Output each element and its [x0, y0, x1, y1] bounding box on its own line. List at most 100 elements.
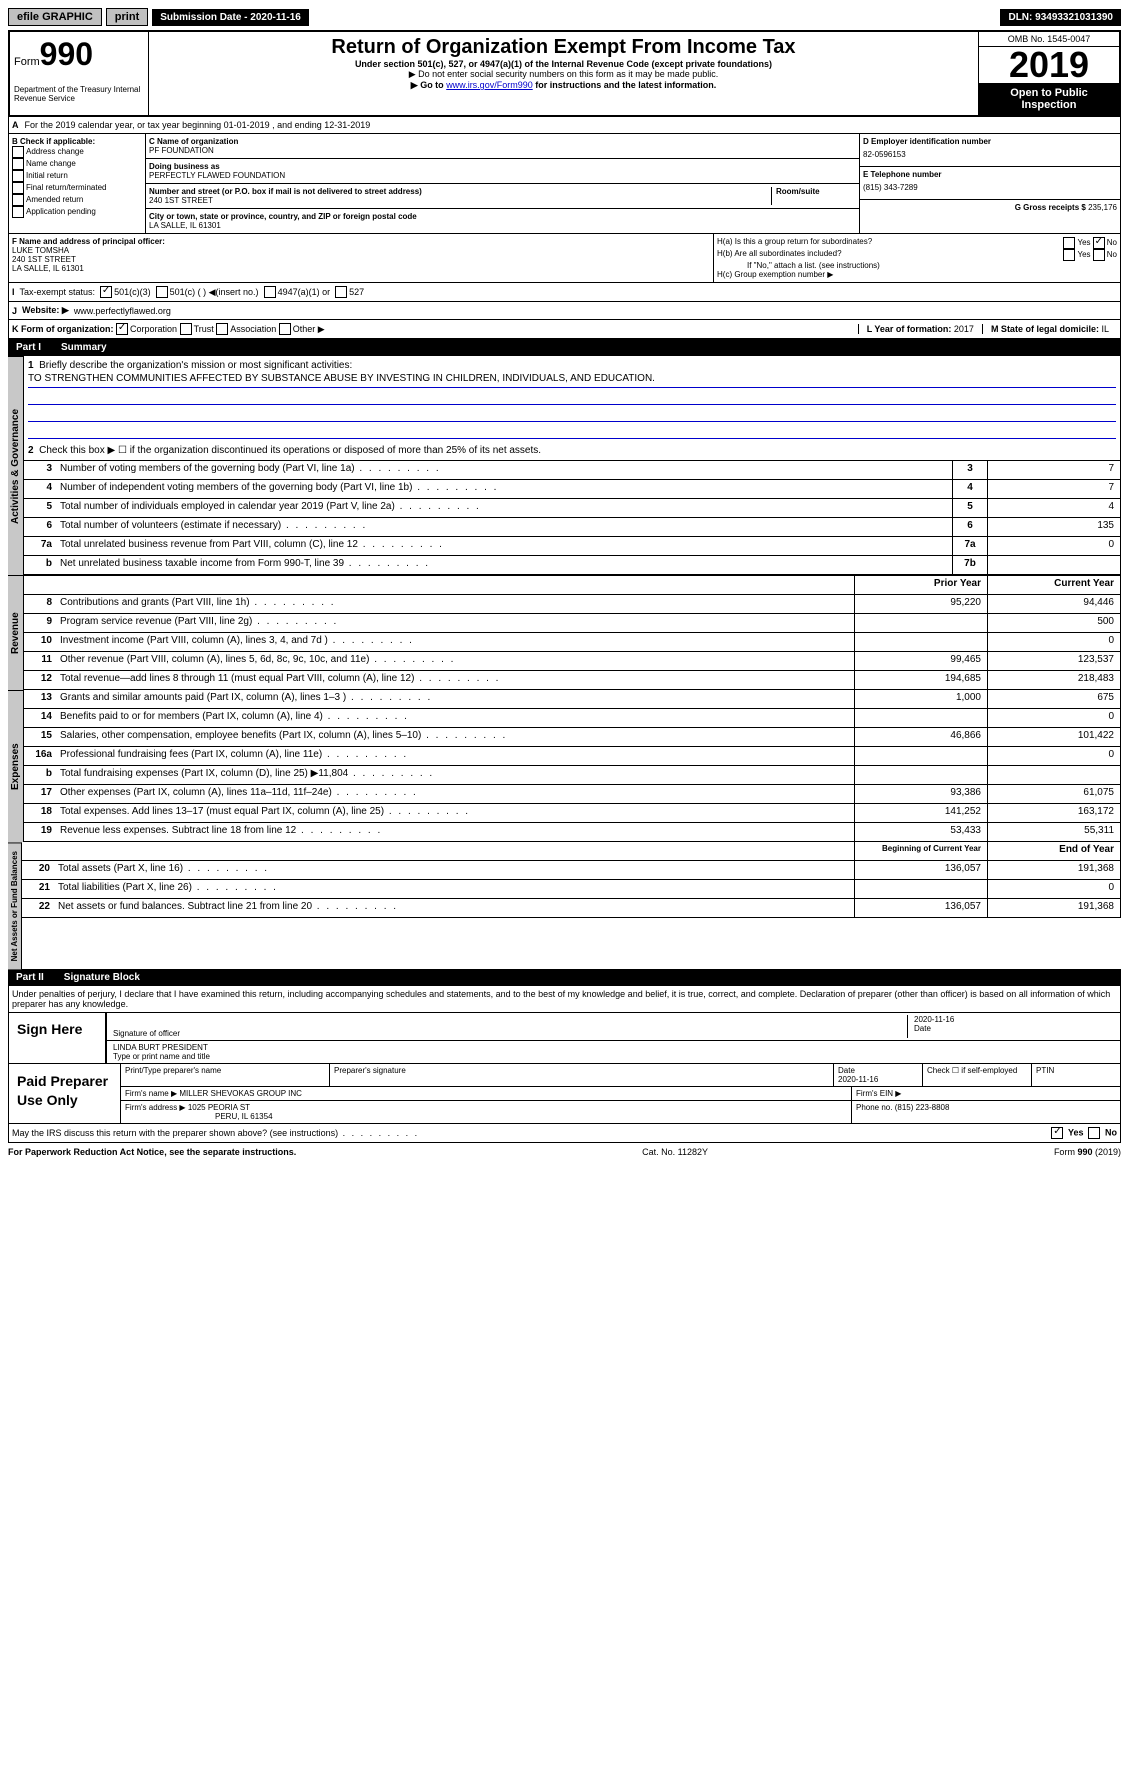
net-label: Net Assets or Fund Balances: [8, 842, 22, 969]
opt-501c: 501(c) ( ) ◀(insert no.): [170, 287, 259, 298]
pending-checkbox[interactable]: [12, 206, 24, 218]
current-year-header: Current Year: [987, 576, 1120, 594]
ein-value: 82-0596153: [863, 146, 1117, 163]
firm-addr-label: Firm's address ▶: [125, 1103, 186, 1112]
org-name: PF FOUNDATION: [149, 146, 856, 155]
ha-no[interactable]: [1093, 237, 1105, 249]
notice-2-post: for instructions and the latest informat…: [533, 80, 717, 90]
header-block: B Check if applicable: Address change Na…: [8, 134, 1121, 234]
print-name-label: Type or print name and title: [113, 1052, 210, 1061]
opt-addr: Address change: [26, 147, 84, 156]
part2-title: Signature Block: [64, 972, 140, 983]
firm-addr2: PERU, IL 61354: [125, 1112, 273, 1121]
phone-value: (815) 343-7289: [863, 179, 1117, 196]
opt-trust: Trust: [194, 324, 214, 334]
tax-year: 2019: [979, 47, 1119, 83]
discuss-yes[interactable]: [1051, 1127, 1063, 1139]
hb-yes[interactable]: [1063, 249, 1075, 261]
summary-table: Activities & Governance 1 Briefly descri…: [8, 356, 1121, 575]
formation-year: 2017: [954, 324, 974, 334]
sign-date-label: Date: [914, 1024, 1114, 1033]
officer-name: LUKE TOMSHA: [12, 246, 710, 255]
section-b: B Check if applicable: Address change Na…: [9, 134, 146, 233]
officer-addr2: LA SALLE, IL 61301: [12, 264, 710, 273]
dba-name: PERFECTLY FLAWED FOUNDATION: [149, 171, 856, 180]
officer-addr1: 240 1ST STREET: [12, 255, 710, 264]
tax-exempt-label: Tax-exempt status:: [20, 287, 96, 297]
form-subtitle: Under section 501(c), 527, or 4947(a)(1)…: [153, 59, 974, 69]
section-c: C Name of organization PF FOUNDATION Doi…: [146, 134, 860, 233]
opt-other: Other ▶: [293, 324, 325, 335]
part2-label: Part II: [16, 972, 44, 983]
addr-change-checkbox[interactable]: [12, 146, 24, 158]
dln: DLN: 93493321031390: [1000, 9, 1121, 26]
trust-checkbox[interactable]: [180, 323, 192, 335]
irs-link[interactable]: www.irs.gov/Form990: [446, 80, 533, 90]
print-button[interactable]: print: [106, 8, 148, 26]
efile-button[interactable]: efile GRAPHIC: [8, 8, 102, 26]
website-url: www.perfectlyflawed.org: [74, 306, 171, 316]
submission-date: Submission Date - 2020-11-16: [152, 9, 309, 26]
tax-exempt-row: I Tax-exempt status: 501(c)(3) 501(c) ( …: [8, 283, 1121, 302]
gov-label: Activities & Governance: [8, 356, 24, 575]
l-label: L Year of formation:: [867, 324, 952, 334]
officer-block: F Name and address of principal officer:…: [8, 234, 1121, 283]
domicile-state: IL: [1101, 324, 1109, 334]
form-org-row: K Form of organization: Corporation Trus…: [8, 320, 1121, 339]
city-label: City or town, state or province, country…: [149, 212, 856, 221]
opt-corp: Corporation: [130, 324, 177, 334]
mission-text: TO STRENGTHEN COMMUNITIES AFFECTED BY SU…: [28, 373, 1116, 388]
ha-yes[interactable]: [1063, 237, 1075, 249]
opt-final: Final return/terminated: [26, 183, 106, 192]
501c3-checkbox[interactable]: [100, 286, 112, 298]
section-d: D Employer identification number 82-0596…: [860, 134, 1120, 233]
dba-label: Doing business as: [149, 162, 856, 171]
501c-checkbox[interactable]: [156, 286, 168, 298]
notice-2: ▶ Go to www.irs.gov/Form990 for instruct…: [153, 80, 974, 91]
hb-note: If "No," attach a list. (see instruction…: [717, 261, 1117, 270]
initial-checkbox[interactable]: [12, 170, 24, 182]
open-public-badge: Open to Public Inspection: [979, 83, 1119, 115]
assoc-checkbox[interactable]: [216, 323, 228, 335]
notice-2-pre: ▶ Go to: [411, 80, 446, 90]
4947-checkbox[interactable]: [264, 286, 276, 298]
ha-label: H(a) Is this a group return for subordin…: [717, 237, 872, 249]
preparer-label: Paid Preparer Use Only: [9, 1064, 120, 1123]
m-label: M State of legal domicile:: [991, 324, 1099, 334]
hb-label: H(b) Are all subordinates included?: [717, 249, 842, 261]
website-label: Website: ▶: [22, 305, 69, 316]
section-b-label: B Check if applicable:: [12, 137, 142, 146]
final-checkbox[interactable]: [12, 182, 24, 194]
ein-label: D Employer identification number: [863, 137, 1117, 146]
other-checkbox[interactable]: [279, 323, 291, 335]
form-header: Form990 Department of the Treasury Inter…: [8, 30, 1121, 117]
prep-sig-label: Preparer's signature: [330, 1064, 834, 1086]
form-ref: Form 990 (2019): [1054, 1147, 1121, 1157]
527-checkbox[interactable]: [335, 286, 347, 298]
sign-section: Sign Here Signature of officer 2020-11-1…: [8, 1013, 1121, 1064]
opt-amended: Amended return: [26, 195, 83, 204]
org-name-label: C Name of organization: [149, 137, 856, 146]
discuss-no[interactable]: [1088, 1127, 1100, 1139]
cat-number: Cat. No. 11282Y: [642, 1147, 708, 1157]
begin-year-header: Beginning of Current Year: [854, 842, 987, 860]
firm-name: MILLER SHEVOKAS GROUP INC: [179, 1089, 302, 1098]
sign-date: 2020-11-16: [914, 1015, 1114, 1024]
part2-header: Part II Signature Block: [8, 969, 1121, 986]
form-label: Form: [14, 56, 40, 68]
street-address: 240 1ST STREET: [149, 196, 771, 205]
name-change-checkbox[interactable]: [12, 158, 24, 170]
opt-name: Name change: [26, 159, 76, 168]
part1-title: Summary: [61, 342, 107, 353]
exp-label: Expenses: [8, 690, 24, 842]
firm-ein-label: Firm's EIN ▶: [852, 1087, 1120, 1100]
form-number: 990: [40, 36, 93, 72]
opt-assoc: Association: [230, 324, 276, 334]
corp-checkbox[interactable]: [116, 323, 128, 335]
opt-pending: Application pending: [26, 207, 96, 216]
footer: For Paperwork Reduction Act Notice, see …: [8, 1143, 1121, 1161]
amended-checkbox[interactable]: [12, 194, 24, 206]
gross-label: G Gross receipts $: [1015, 203, 1086, 212]
opt-501c3: 501(c)(3): [114, 287, 151, 297]
hb-no[interactable]: [1093, 249, 1105, 261]
